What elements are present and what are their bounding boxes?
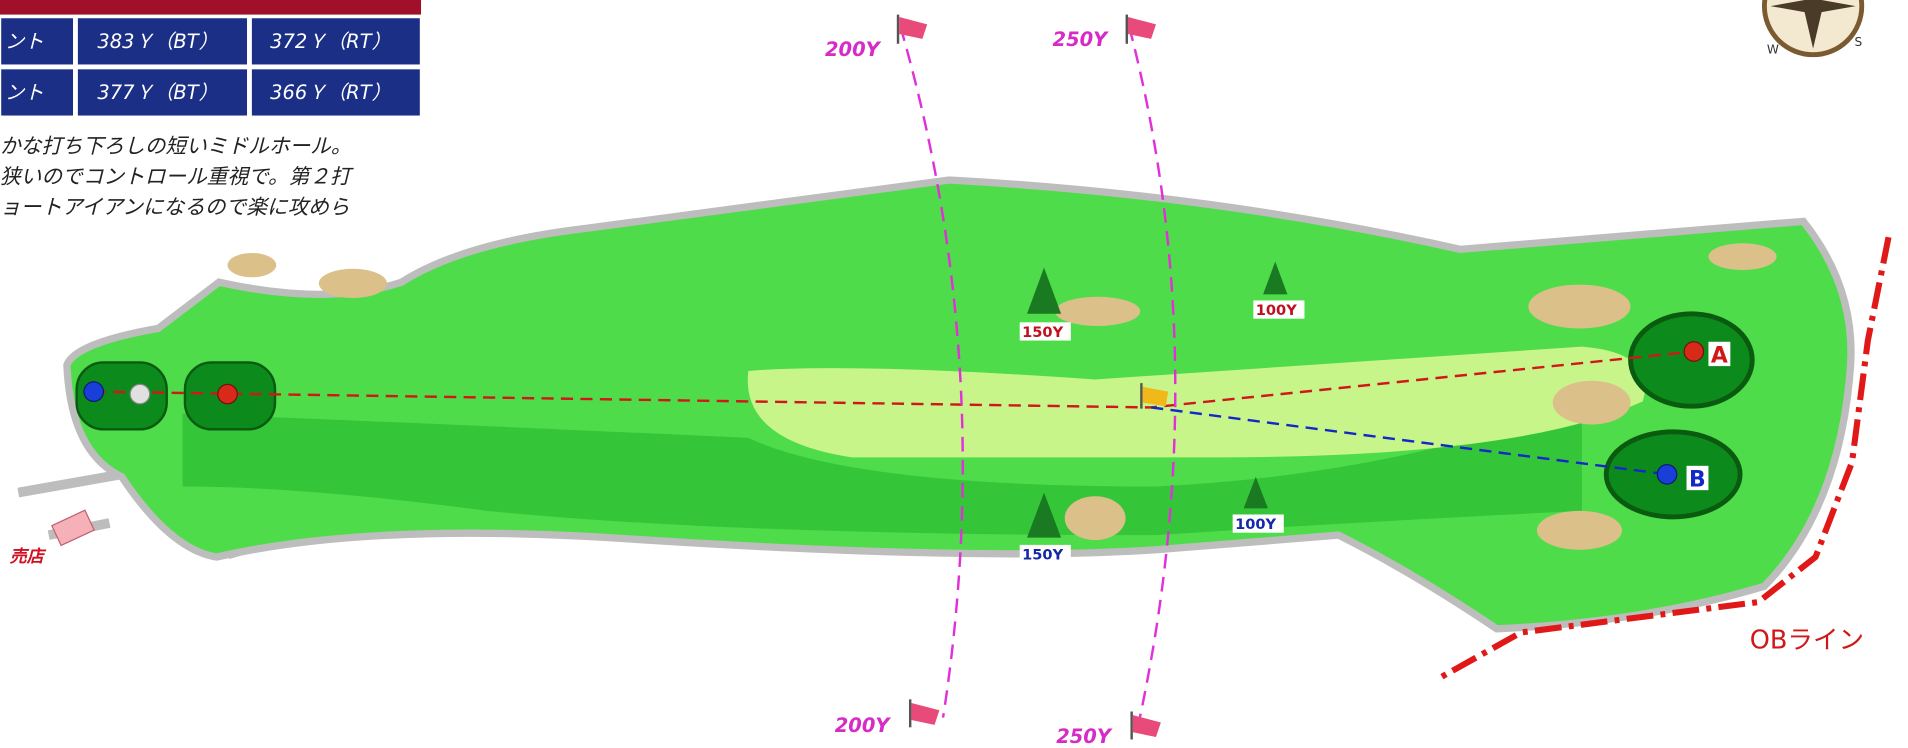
hole-map: ント 383Ｙ（BT） 372Ｙ（RT） ント 377Ｙ（BT） 366Ｙ（RT… [0,0,1908,748]
table-text: 383Ｙ（BT） [97,30,218,53]
bunker [1537,511,1622,550]
distance-label: 250Y [1056,725,1113,748]
table-header-bar [0,0,421,15]
table-text: 366Ｙ（RT） [270,81,391,104]
distance-label: 200Y [835,714,892,737]
ob-label: OBライン [1750,625,1864,655]
compass-letter: S [1854,35,1862,49]
distance-label: 200Y [825,38,882,61]
shop-label: 売店 [10,547,47,567]
flag [898,15,927,44]
pin-b [1657,465,1676,484]
table-text: ント [5,30,44,53]
pin-a [1684,342,1703,361]
flag [1132,712,1161,740]
bunker [1708,243,1776,270]
bunker [1065,496,1126,540]
bunker [319,269,387,298]
bunker [1528,285,1630,329]
bunker [1553,381,1631,425]
tee-ball [84,382,103,401]
compass-letter: W [1767,43,1779,57]
distance-marker: 150Y [1022,546,1063,563]
bunker [1055,297,1140,326]
description: かな打ち下ろしの短いミドルホール。 [0,134,352,158]
bunker [228,253,277,277]
shop-building [52,510,94,545]
flag [910,699,939,727]
distance-label: 250Y [1053,28,1110,51]
table-text: ント [5,81,44,104]
distance-marker: 100Y [1256,302,1297,319]
distance-marker: 100Y [1235,516,1276,533]
table-text: 377Ｙ（BT） [97,81,218,104]
flag [1127,15,1156,44]
description: 狭いのでコントロール重視で。第２打 [0,165,354,189]
description: ョートアイアンになるので楽に攻めら [0,195,350,219]
tee-ball [130,384,149,403]
green-label: B [1689,468,1706,493]
table-text: 372Ｙ（RT） [270,30,391,53]
tee-ball [218,384,237,403]
distance-marker: 150Y [1022,324,1063,341]
green-label: A [1711,343,1728,368]
